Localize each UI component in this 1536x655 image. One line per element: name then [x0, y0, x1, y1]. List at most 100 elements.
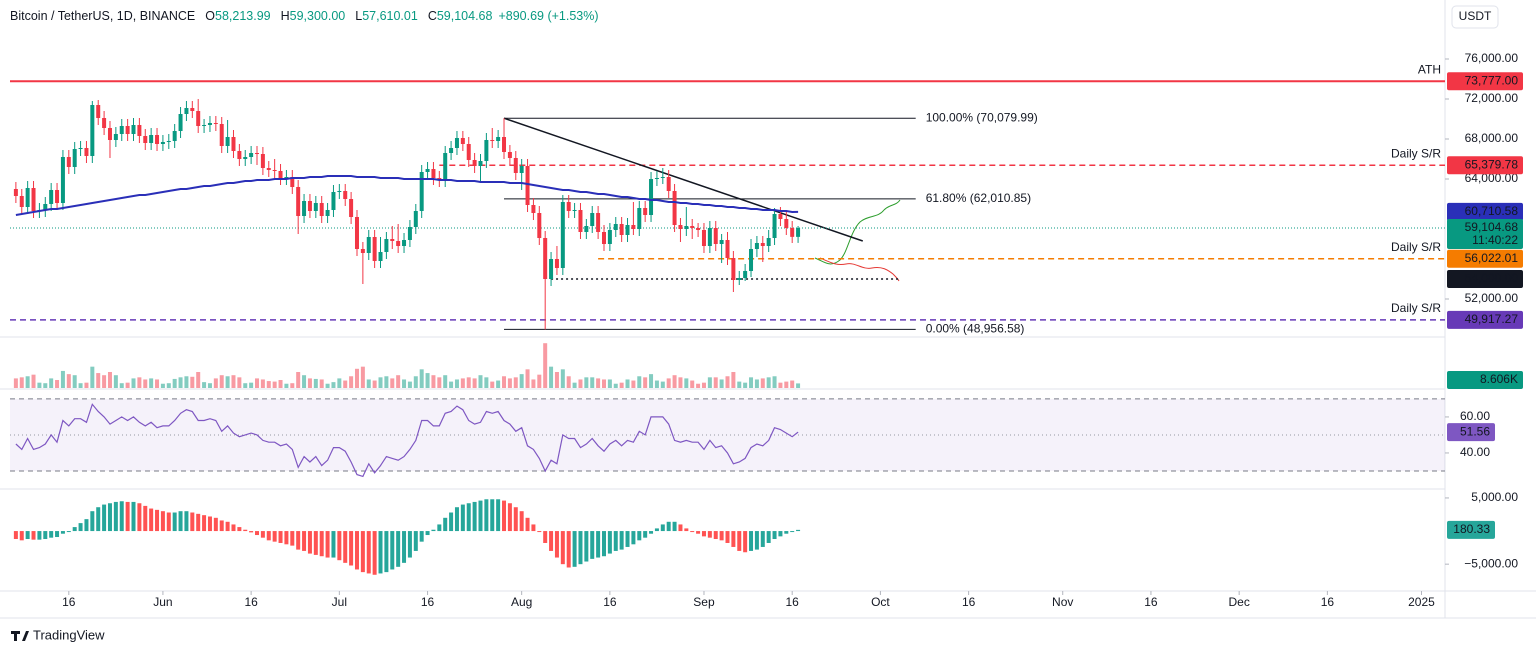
volume-bar [237, 377, 242, 388]
volume-bar [596, 378, 601, 388]
macd-bar [778, 531, 783, 537]
change: +890.69 (+1.53%) [498, 9, 598, 23]
macd-bar [325, 531, 330, 558]
bearish-projection [819, 257, 900, 282]
currency[interactable]: USDT [1459, 9, 1492, 23]
volume-bar [678, 377, 683, 388]
volume-bar [649, 374, 654, 388]
candle-body [178, 114, 183, 131]
volume-bar [90, 366, 95, 388]
macd-bar [666, 521, 671, 532]
candle-body [584, 226, 589, 232]
currency-button[interactable] [1451, 5, 1499, 29]
macd-bar [672, 521, 677, 532]
volume-bar [760, 378, 765, 388]
fib-label: 0.00% (48,956.58) [926, 322, 1025, 336]
candle-body [649, 179, 654, 215]
macd-bar [566, 531, 571, 568]
candle-body [696, 228, 701, 230]
volume-bar [354, 368, 359, 388]
volume-bar [366, 379, 371, 388]
macd-bar [619, 531, 624, 550]
candle-body [96, 105, 101, 118]
y-tick-label: 64,000.00 [1465, 171, 1519, 185]
level-name: ATH [1418, 62, 1441, 76]
volume-bar [619, 382, 624, 388]
macd-bar [431, 529, 436, 532]
macd-label-box [1447, 520, 1495, 539]
ohlc-key: H [281, 9, 290, 23]
macd-bar [749, 531, 754, 551]
level-label-box [1447, 310, 1523, 329]
volume-bar [131, 378, 136, 388]
volume-bar [684, 378, 689, 388]
level-label: 65,379.78 [1465, 157, 1519, 171]
volume-bar [331, 382, 336, 388]
macd-bar [590, 531, 595, 559]
macd-bar [725, 531, 730, 543]
volume-bar [249, 382, 254, 388]
macd-bar [796, 529, 801, 532]
macd-label: 180.33 [1453, 522, 1490, 536]
volume-bar [631, 380, 636, 388]
macd-bar [707, 531, 712, 538]
volume-bar [701, 382, 706, 388]
volume-bar [490, 381, 495, 388]
macd-bar [713, 531, 718, 540]
volume-bar [190, 376, 195, 388]
volume-bar [443, 375, 448, 388]
candle-body [690, 226, 695, 228]
macd-bar [266, 531, 271, 541]
macd-tick-label: 5,000.00 [1471, 490, 1518, 504]
volume-bar [319, 379, 324, 388]
ohlc-key: C [428, 9, 437, 23]
candle-body [266, 168, 271, 170]
rsi-tick-label: 40.00 [1460, 445, 1490, 459]
volume-bar [260, 379, 265, 388]
fib-label: 100.00% (70,079.99) [926, 110, 1038, 124]
volume-bar [737, 381, 742, 388]
macd-bar [366, 531, 371, 574]
macd-bar [449, 512, 454, 532]
candle-body [466, 144, 471, 160]
macd-bar [31, 531, 36, 540]
candle-body [131, 125, 136, 134]
y-tick-label: 52,000.00 [1465, 291, 1519, 305]
volume-bar [155, 379, 160, 388]
candle-body [484, 140, 489, 161]
macd-bar [337, 531, 342, 561]
macd-bar [84, 519, 89, 532]
candle-body [290, 177, 295, 187]
macd-bar [231, 524, 236, 532]
macd-bar [237, 527, 242, 532]
volume-bar [402, 379, 407, 388]
candle-body [237, 151, 242, 159]
macd-bar [137, 503, 142, 532]
macd-bar [13, 531, 18, 540]
volume-bar [302, 375, 307, 388]
level-label-box [1447, 72, 1523, 91]
moving-average [15, 175, 799, 216]
volume-bar [196, 372, 201, 388]
macd-bar [125, 501, 130, 532]
macd-bar [643, 531, 648, 538]
macd-bar [25, 531, 30, 540]
macd-bar [613, 531, 618, 551]
macd-bar [760, 531, 765, 547]
candle-body [519, 166, 524, 173]
volume-bar [578, 379, 583, 388]
volume-bar [531, 379, 536, 388]
macd-bar [207, 516, 212, 532]
volume-bar [601, 379, 606, 388]
volume-bar [313, 378, 318, 388]
candle-body [343, 191, 348, 199]
macd-bar [584, 531, 589, 562]
candle-body [184, 108, 189, 114]
candle-body [72, 149, 77, 167]
candle-body [766, 238, 771, 246]
candle-body [590, 213, 595, 226]
macd-bar [307, 531, 312, 554]
macd-bar [225, 521, 230, 532]
macd-bar [107, 503, 112, 532]
